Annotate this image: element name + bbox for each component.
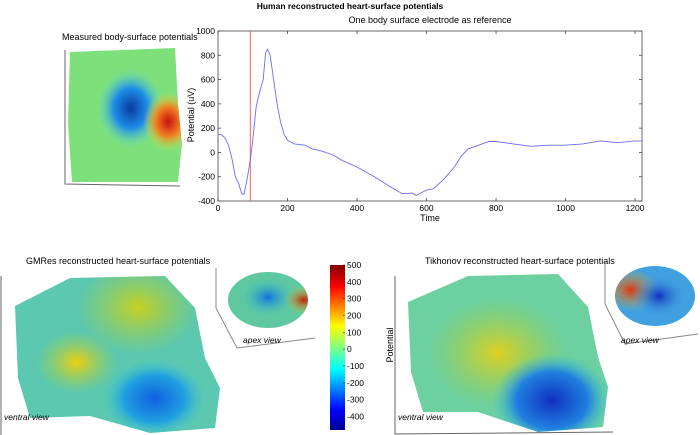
y-tick-label: 400 <box>201 99 215 109</box>
line-chart: 0 200 400 600 800 1000 1200 1000 800 600 400 200 0 -2… <box>196 26 645 213</box>
y-tick-label: 600 <box>201 75 215 85</box>
x-tick-label: 800 <box>489 203 503 213</box>
colorbar-tick-label: 500 <box>347 260 361 270</box>
gmres-ventral-label: ventral view <box>4 412 49 422</box>
y-tick-label: 0 <box>210 147 215 157</box>
colorbar-tick-label: -200 <box>347 378 364 388</box>
colorbar: 500 400 300 200 100 0 -100 -200 -300 -400 <box>330 260 364 430</box>
y-tick-label: -200 <box>198 172 215 182</box>
tikhonov-title: Tikhonov reconstructed heart-surface pot… <box>425 256 615 266</box>
body-surface-map <box>64 48 182 187</box>
gmres-title: GMRes reconstructed heart-surface potent… <box>26 256 211 266</box>
chart-title: One body surface electrode as reference <box>348 15 512 25</box>
colorbar-gradient <box>330 265 345 430</box>
x-tick-label: 1000 <box>556 203 575 213</box>
x-tick-label: 1200 <box>626 203 645 213</box>
plot-area <box>217 30 643 202</box>
y-tick-label: -400 <box>198 196 215 206</box>
x-axis-label: Time <box>420 213 440 223</box>
potential-series-line <box>217 48 642 197</box>
y-axis-label: Potential (uV) <box>186 87 196 143</box>
y-tick-label: 800 <box>201 50 215 60</box>
gmres-heart-render <box>0 268 316 435</box>
colorbar-tick-label: 300 <box>347 294 361 304</box>
colorbar-tick-label: -400 <box>347 412 364 422</box>
gmres-apex-label: apex view <box>243 335 281 345</box>
colorbar-tick-label: 100 <box>347 327 361 337</box>
tikhonov-ventral-label: ventral view <box>398 412 443 422</box>
x-tick-label: 0 <box>216 203 221 213</box>
y-tick-label: 1000 <box>196 26 215 36</box>
colorbar-tick-label: -100 <box>347 361 364 371</box>
x-tick-label: 400 <box>350 203 364 213</box>
x-tick-label: 200 <box>280 203 294 213</box>
body-surface-title: Measured body-surface potentials <box>62 32 198 42</box>
colorbar-tick-label: 200 <box>347 311 361 321</box>
colorbar-tick-label: 400 <box>347 277 361 287</box>
y-tick-label: 200 <box>201 123 215 133</box>
colorbar-tick-label: 0 <box>347 344 352 354</box>
tikhonov-heart-render <box>394 262 699 435</box>
colorbar-tick-label: -300 <box>347 395 364 405</box>
tikhonov-apex-label: apex view <box>621 335 659 345</box>
figure-title: Human reconstructed heart-surface potent… <box>256 1 444 11</box>
x-tick-label: 600 <box>419 203 433 213</box>
